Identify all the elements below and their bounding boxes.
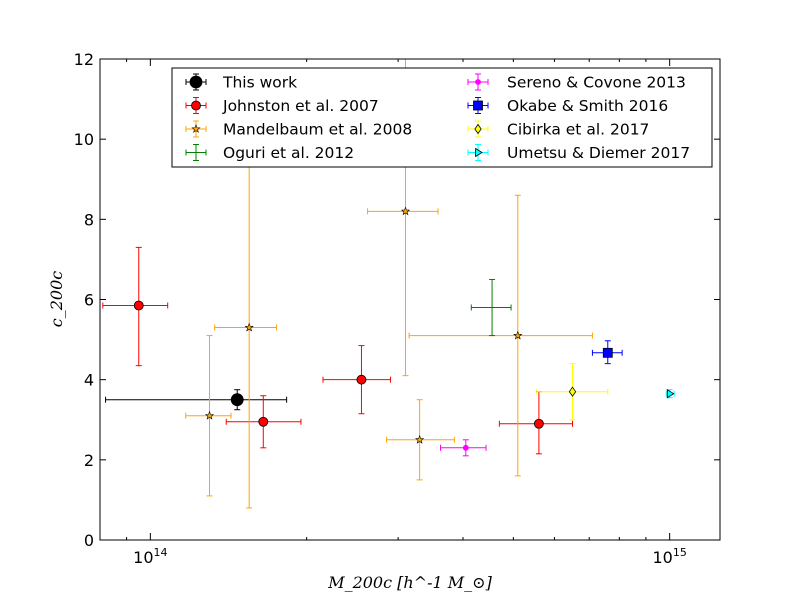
legend-label-this-work: This work — [222, 74, 297, 92]
legend-entry-sereno-covone-2013: Sereno & Covone 2013 — [467, 73, 686, 92]
y-tick-label-4: 4 — [84, 371, 94, 390]
johnston-et-al-2007-point-3-marker — [356, 374, 367, 385]
x-tick-mantissa: 10 — [652, 548, 672, 567]
okabe-smith-2016-point-1-marker — [602, 347, 613, 358]
y-tick-label-6: 6 — [84, 291, 94, 310]
legend: This work Johnston et al. 2007 Mandelbaum … — [171, 67, 713, 168]
legend-label-johnston-et-al-2007: Johnston et al. 2007 — [222, 97, 379, 115]
x-axis-label: M_200c [h^-1 M_⊙] — [327, 573, 492, 592]
umetsu-diemer-2017-point-1-marker — [666, 388, 675, 399]
legend-entry-this-work: This work — [185, 73, 297, 92]
legend-marker-cibirka-et-al-2017 — [474, 123, 482, 135]
legend-entry-okabe-smith-2016: Okabe & Smith 2016 — [467, 97, 668, 115]
legend-label-umetsu-diemer-2017: Umetsu & Diemer 2017 — [507, 144, 690, 162]
mandelbaum-et-al-2008-point-5-marker — [513, 330, 523, 340]
johnston-et-al-2007-point-4-marker — [533, 418, 544, 429]
johnston-et-al-2007-point-2-marker — [258, 416, 269, 427]
y-tick-label-2: 2 — [84, 451, 94, 470]
legend-entry-johnston-et-al-2007: Johnston et al. 2007 — [185, 97, 379, 115]
mandelbaum-et-al-2008-point-4-marker — [414, 434, 425, 444]
legend-label-cibirka-et-al-2017: Cibirka et al. 2017 — [507, 121, 649, 139]
legend-marker-sereno-covone-2013 — [475, 79, 481, 85]
x-tick-mantissa: 10 — [133, 548, 153, 567]
y-tick-label-8: 8 — [84, 210, 94, 229]
cibirka-et-al-2017-point-1-marker — [568, 386, 577, 397]
sereno-covone-2013-point-1-marker — [462, 444, 469, 451]
this-work-point-1-marker — [230, 393, 244, 407]
legend-label-mandelbaum-et-al-2008: Mandelbaum et al. 2008 — [223, 121, 412, 139]
legend-marker-this-work — [189, 75, 203, 89]
legend-marker-johnston-et-al-2007 — [191, 100, 201, 111]
mandelbaum-et-al-2008-point-2-marker — [244, 322, 254, 332]
marker-layer — [133, 206, 675, 451]
x-tick-label-1e15: 1015 — [652, 546, 686, 567]
legend-label-oguri-et-al-2012: Oguri et al. 2012 — [223, 144, 354, 162]
johnston-et-al-2007-point-1-marker — [133, 300, 144, 311]
y-tick-label-12: 12 — [74, 50, 94, 69]
y-axis-label: c_200c — [47, 271, 66, 328]
legend-marker-umetsu-diemer-2017 — [475, 147, 483, 158]
legend-box — [171, 67, 713, 168]
mandelbaum-et-al-2008-point-3-marker — [400, 206, 411, 216]
x-tick-label-1e14: 1014 — [133, 546, 167, 567]
legend-label-okabe-smith-2016: Okabe & Smith 2016 — [507, 97, 668, 115]
mandelbaum-et-al-2008-point-1-marker — [204, 410, 215, 420]
legend-entry-cibirka-et-al-2017: Cibirka et al. 2017 — [467, 120, 649, 139]
x-tick-exponent: 14 — [154, 546, 168, 559]
y-tick-label-10: 10 — [74, 130, 94, 149]
legend-marker-okabe-smith-2016 — [473, 100, 483, 111]
legend-entry-oguri-et-al-2012: Oguri et al. 2012 — [185, 144, 354, 162]
legend-label-sereno-covone-2013: Sereno & Covone 2013 — [507, 74, 686, 92]
legend-entry-mandelbaum-et-al-2008: Mandelbaum et al. 2008 — [185, 120, 412, 139]
x-tick-exponent: 15 — [673, 546, 687, 559]
oguri-et-al-2012-point-1-errorbar — [470, 278, 512, 337]
y-tick-label-0: 0 — [84, 531, 94, 550]
legend-marker-mandelbaum-et-al-2008 — [191, 124, 201, 133]
legend-entry-umetsu-diemer-2017: Umetsu & Diemer 2017 — [467, 144, 690, 162]
